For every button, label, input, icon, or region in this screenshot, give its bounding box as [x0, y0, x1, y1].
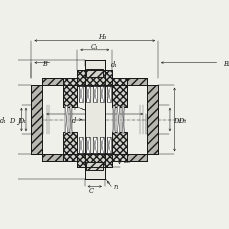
- Bar: [79, 86, 82, 102]
- Bar: [93, 138, 96, 154]
- Bar: [77, 71, 112, 87]
- Bar: [84, 61, 104, 179]
- Bar: [79, 138, 82, 154]
- Bar: [117, 106, 119, 134]
- Bar: [112, 133, 126, 161]
- Bar: [93, 86, 96, 102]
- Bar: [100, 138, 103, 154]
- Bar: [65, 106, 67, 134]
- Text: C₁: C₁: [90, 43, 98, 51]
- Bar: [62, 79, 77, 107]
- Bar: [86, 86, 89, 102]
- Bar: [107, 138, 110, 154]
- Bar: [31, 85, 42, 155]
- Bar: [42, 155, 62, 161]
- Text: H₂: H₂: [90, 107, 98, 115]
- Bar: [112, 106, 115, 134]
- Text: r₁: r₁: [113, 183, 118, 191]
- Text: D₁: D₁: [18, 116, 26, 124]
- Text: B₂: B₂: [222, 59, 229, 67]
- Bar: [42, 79, 62, 85]
- Text: B₁: B₁: [123, 156, 130, 164]
- Text: J: J: [17, 116, 19, 124]
- Bar: [100, 86, 103, 102]
- Text: D: D: [9, 116, 14, 124]
- Bar: [77, 153, 112, 167]
- Text: C: C: [88, 186, 93, 194]
- Bar: [69, 106, 72, 134]
- Bar: [112, 79, 126, 107]
- Text: r: r: [73, 104, 76, 112]
- Text: d₁: d₁: [0, 116, 6, 124]
- Bar: [107, 86, 110, 102]
- Bar: [62, 133, 77, 161]
- Bar: [86, 162, 103, 170]
- Bar: [146, 85, 157, 155]
- Bar: [121, 106, 124, 134]
- Text: d: d: [72, 116, 76, 124]
- Text: D₃: D₃: [177, 116, 185, 124]
- Text: B: B: [42, 59, 47, 67]
- Bar: [86, 70, 103, 78]
- Bar: [86, 138, 89, 154]
- Bar: [126, 155, 146, 161]
- Text: D₂: D₂: [172, 116, 180, 124]
- Bar: [126, 79, 146, 85]
- Text: H₃: H₃: [98, 33, 106, 41]
- Text: d₁: d₁: [110, 60, 117, 68]
